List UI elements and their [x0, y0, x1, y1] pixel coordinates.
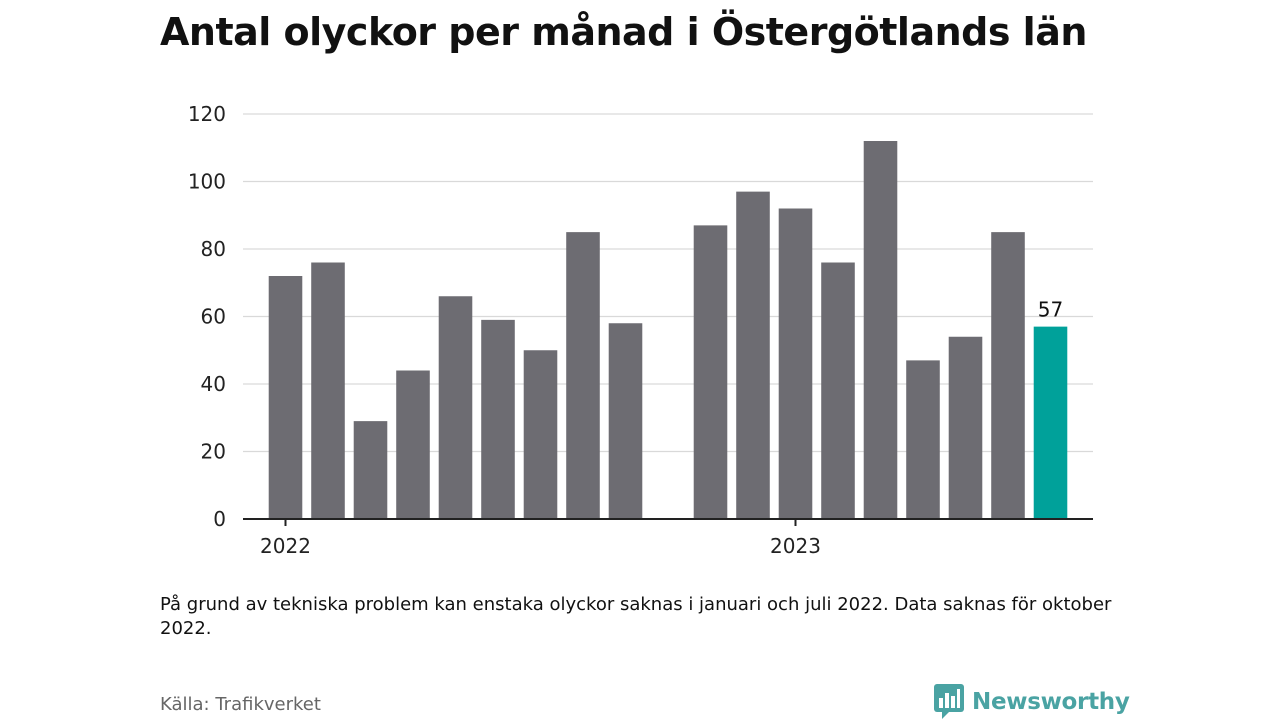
- bar: [821, 262, 855, 519]
- y-tick-label: 20: [201, 440, 226, 464]
- bar: [353, 421, 388, 519]
- y-tick-label: 80: [201, 237, 226, 261]
- bar: [906, 360, 940, 519]
- bar: [863, 141, 898, 519]
- source-label: Källa: Trafikverket: [160, 694, 321, 715]
- newsworthy-logo[interactable]: Newsworthy: [934, 684, 1130, 720]
- footnote: På grund av tekniska problem kan enstaka…: [160, 594, 1112, 639]
- bar: [268, 276, 303, 519]
- bar-chart: 0 20 40 60 80 100 120 57 2022 2023: [188, 102, 1093, 558]
- bar: [438, 296, 473, 519]
- x-axis: 2022 2023: [243, 518, 1093, 558]
- bar: [311, 262, 345, 519]
- bar: [481, 319, 515, 519]
- bar: [566, 232, 600, 519]
- bar: [608, 323, 643, 519]
- y-tick-label: 40: [201, 372, 226, 396]
- bar: [736, 191, 770, 519]
- bar-value-label: 57: [1038, 298, 1063, 322]
- y-axis-tick-labels: 0 20 40 60 80 100 120: [188, 102, 226, 531]
- bar: [948, 336, 983, 519]
- bar: [778, 208, 813, 519]
- newsworthy-logo-icon: [934, 684, 964, 719]
- bars: 57: [268, 141, 1068, 519]
- x-tick-label: 2023: [770, 534, 821, 558]
- y-tick-label: 120: [188, 102, 226, 126]
- y-tick-label: 100: [188, 170, 226, 194]
- bar: [693, 225, 728, 519]
- y-tick-label: 60: [201, 305, 226, 329]
- bar-highlight: [1033, 326, 1068, 519]
- bar: [396, 370, 430, 519]
- chart-title: Antal olyckor per månad i Östergötlands …: [160, 10, 1087, 54]
- x-tick-label: 2022: [260, 534, 311, 558]
- bar: [523, 350, 558, 519]
- brand-name: Newsworthy: [972, 689, 1130, 715]
- bar: [991, 232, 1025, 519]
- y-tick-label: 0: [213, 507, 226, 531]
